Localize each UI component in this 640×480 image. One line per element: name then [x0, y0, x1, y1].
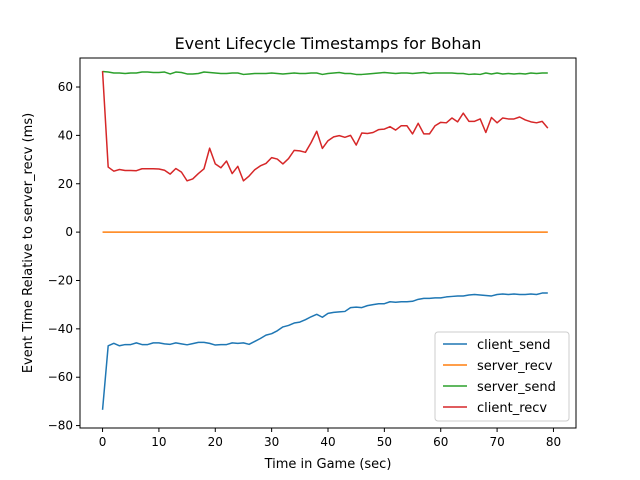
- legend: client_send server_recv server_send client_…: [434, 331, 570, 422]
- series-line-client-recv: [101, 71, 549, 182]
- y-tick-label: 60: [58, 80, 73, 94]
- legend-label: server_send: [477, 380, 556, 395]
- x-tick-label: 60: [433, 435, 448, 449]
- series-layer: [101, 70, 549, 410]
- legend-label: client_send: [477, 338, 550, 353]
- x-tick-label: 0: [99, 435, 107, 449]
- x-tick-label: 80: [546, 435, 561, 449]
- x-axis: 0 10 20 30 40 50 60 70 80: [99, 428, 561, 449]
- y-tick-label: −60: [48, 370, 73, 384]
- y-tick-label: −20: [48, 273, 73, 287]
- y-tick-label: 20: [58, 177, 73, 191]
- x-tick-label: 20: [208, 435, 223, 449]
- y-tick-label: 0: [65, 225, 73, 239]
- x-tick-label: 10: [151, 435, 166, 449]
- legend-label: server_recv: [477, 359, 553, 374]
- series-line-client-send: [101, 292, 548, 410]
- x-tick-label: 30: [264, 435, 279, 449]
- series-line-server-send: [102, 70, 548, 76]
- legend-box: [434, 331, 570, 422]
- y-tick-label: −40: [48, 322, 73, 336]
- chart-title: Event Lifecycle Timestamps for Bohan: [175, 34, 482, 53]
- x-tick-label: 50: [377, 435, 392, 449]
- y-tick-label: −80: [48, 419, 73, 433]
- x-tick-label: 70: [489, 435, 504, 449]
- y-tick-label: 40: [58, 128, 73, 142]
- y-axis: −80 −60 −40 −20 0 20 40 60: [48, 80, 80, 433]
- x-axis-label: Time in Game (sec): [264, 457, 392, 472]
- y-axis-label: Event Time Relative to server_recv (ms): [21, 113, 36, 373]
- legend-label: client_recv: [477, 401, 547, 416]
- x-tick-label: 40: [320, 435, 335, 449]
